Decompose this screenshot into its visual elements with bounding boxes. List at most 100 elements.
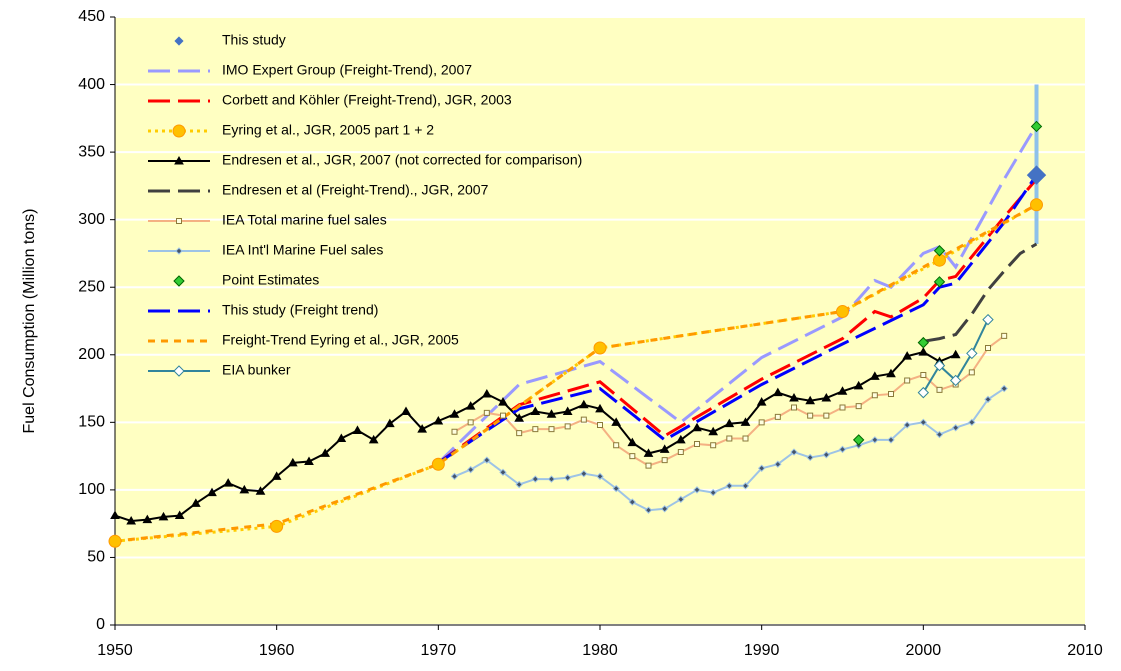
data-point	[627, 437, 638, 447]
legend-label: IEA Total marine fuel sales	[222, 212, 387, 228]
data-point	[644, 506, 653, 514]
y-tick-label: 150	[78, 414, 105, 431]
data-point	[790, 448, 798, 456]
y-axis-label: Fuel Consumption (Million tons)	[21, 209, 38, 434]
data-point	[708, 426, 719, 436]
data-point	[661, 457, 668, 464]
data-point	[255, 486, 266, 495]
data-point	[336, 433, 347, 443]
data-point	[611, 417, 622, 426]
data-point	[1030, 198, 1043, 212]
data-point	[984, 395, 992, 404]
data-point	[902, 351, 913, 360]
data-point	[466, 465, 475, 474]
data-point	[1026, 165, 1047, 185]
data-point	[968, 418, 976, 427]
x-tick-label: 2000	[906, 642, 942, 659]
data-point	[951, 424, 960, 432]
data-point	[223, 478, 234, 487]
data-point	[401, 406, 411, 416]
data-point	[838, 445, 847, 454]
data-point	[807, 412, 814, 419]
legend-marker	[176, 218, 182, 224]
data-point	[530, 406, 541, 416]
data-point	[852, 434, 865, 446]
data-point	[417, 424, 428, 433]
data-point	[985, 345, 991, 352]
data-point	[887, 436, 895, 444]
data-point	[645, 462, 652, 469]
data-point	[531, 475, 540, 483]
data-point	[563, 474, 572, 482]
data-point	[853, 380, 864, 390]
data-point	[694, 440, 700, 447]
data-point	[562, 406, 573, 416]
data-point	[287, 457, 298, 467]
series-line	[923, 242, 1038, 343]
data-point	[675, 434, 686, 444]
x-tick-label: 1970	[421, 642, 457, 659]
legend-label: Point Estimates	[222, 272, 319, 288]
data-point	[483, 409, 490, 416]
data-point	[515, 480, 523, 489]
series-line	[437, 174, 1038, 465]
y-tick-label: 100	[78, 481, 105, 498]
data-point	[741, 482, 750, 490]
data-point	[888, 390, 894, 397]
legend-label: This study	[222, 32, 286, 48]
legend-label: IMO Expert Group (Freight-Trend), 2007	[222, 62, 472, 78]
data-point	[239, 484, 250, 494]
data-point	[982, 313, 994, 326]
data-point	[207, 487, 217, 497]
y-tick-label: 0	[96, 616, 105, 633]
data-point	[917, 386, 930, 399]
data-point	[595, 403, 605, 413]
data-point	[774, 413, 781, 420]
legend-marker	[175, 247, 183, 255]
y-tick-label: 50	[87, 549, 105, 566]
legend-marker	[174, 36, 184, 46]
data-point	[613, 442, 620, 449]
data-point	[450, 472, 459, 481]
data-point	[919, 418, 928, 427]
data-point	[949, 374, 962, 387]
data-point	[578, 399, 589, 409]
data-point	[483, 456, 491, 464]
data-point	[756, 397, 767, 406]
legend-label: Corbett and Köhler (Freight-Trend), JGR,…	[222, 92, 512, 108]
data-point	[548, 426, 555, 433]
data-point	[593, 341, 607, 355]
data-point	[936, 386, 943, 393]
legend-label: IEA Int'l Marine Fuel sales	[222, 242, 383, 258]
legend-label: Endresen et al (Freight-Trend)., JGR, 20…	[222, 182, 489, 198]
data-point	[270, 519, 284, 533]
data-point	[320, 448, 331, 457]
data-point	[465, 401, 476, 410]
data-point	[352, 425, 363, 434]
data-point	[805, 395, 816, 405]
data-point	[500, 412, 506, 419]
x-tick-label: 1960	[259, 642, 295, 659]
data-point	[789, 393, 799, 402]
data-point	[532, 426, 539, 433]
data-point	[158, 511, 169, 521]
data-point	[935, 430, 944, 439]
data-point	[823, 412, 830, 419]
data-point	[855, 403, 862, 410]
data-point	[580, 469, 588, 478]
data-point	[514, 413, 525, 422]
data-point	[659, 444, 670, 453]
data-point	[710, 442, 717, 449]
data-point	[481, 388, 492, 398]
data-point	[597, 422, 603, 429]
data-point	[304, 456, 314, 466]
data-point	[126, 515, 137, 525]
data-point	[933, 359, 946, 372]
data-point	[903, 421, 911, 429]
data-point	[933, 276, 946, 288]
data-point	[869, 371, 880, 380]
data-point	[758, 419, 765, 426]
x-tick-label: 2010	[1067, 642, 1103, 659]
data-point	[384, 418, 395, 428]
data-point	[431, 457, 445, 471]
